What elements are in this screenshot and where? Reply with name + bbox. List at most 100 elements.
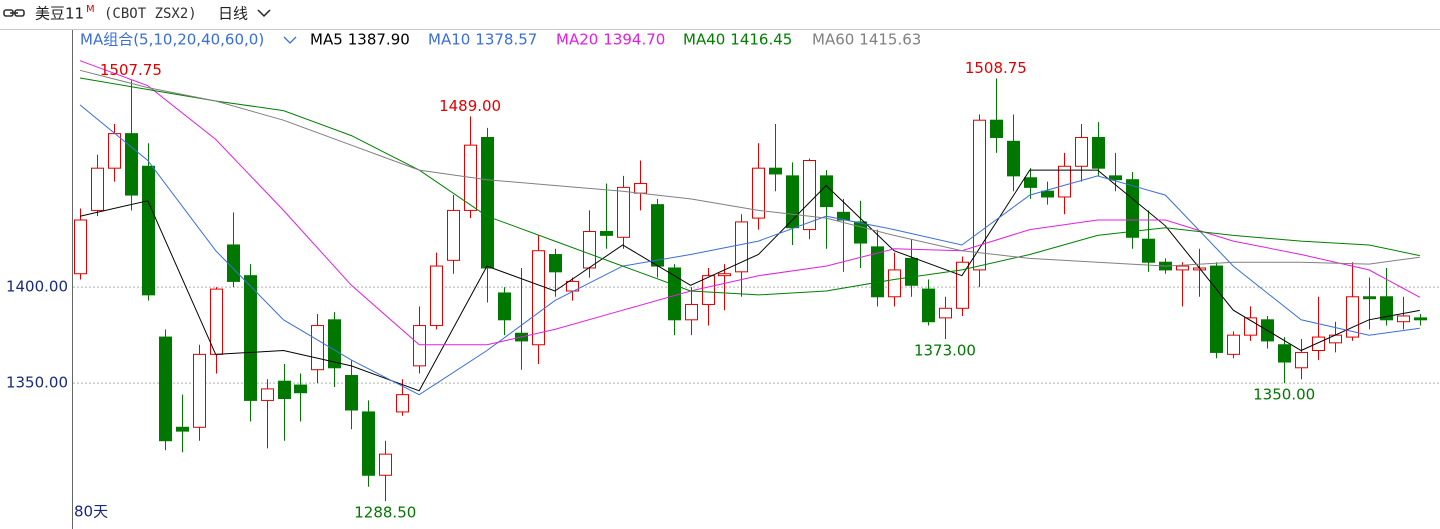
candle-body [1176,265,1189,271]
candle-body [634,183,647,194]
extreme-label: 1373.00 [914,341,976,359]
candle-body [583,231,596,269]
period-select[interactable]: 日线 [218,5,248,23]
link-icon[interactable] [3,9,25,17]
candle-body [1380,296,1393,321]
candle-body [532,250,545,346]
legend-value: 1415.63 [859,31,921,49]
legend-name: MA60 [812,31,854,49]
candle-body [176,426,189,432]
ma-line [79,169,1420,392]
ma-line [79,77,1420,296]
candle-body [990,119,1003,138]
instrument-name: 美豆11 [35,5,84,23]
candle-body [651,204,664,267]
instrument-code: (CBOT ZSX2) [104,6,197,22]
ma-line [79,104,1420,396]
legend-value: 1416.45 [730,31,792,49]
candle-body [854,221,867,244]
candle-body [1210,265,1223,353]
period-dropdown[interactable] [257,9,271,18]
candle-body [294,384,307,394]
candle-body [413,325,426,367]
candle-body [396,394,409,413]
candle-body [244,275,257,401]
candle-body [159,336,172,442]
candle-body [1346,296,1359,338]
candle-body [108,133,121,169]
candle-body [600,231,613,236]
y-tick-label: 1350.00 [6,374,68,392]
candle-body [1007,140,1020,177]
legend-name: MA5 [310,31,343,49]
candle-body [1414,317,1427,321]
extreme-label: 1288.50 [354,504,416,522]
candle-body [74,219,87,275]
extreme-label: 1508.75 [965,59,1027,77]
candle-body [871,246,884,298]
candle-body [752,167,765,219]
y-tick-label: 1400.00 [6,278,68,296]
candle-body [939,307,952,319]
instrument-super: M [86,4,95,15]
candle-body [956,261,969,309]
candle-body [566,280,579,292]
candle-body [227,244,240,282]
candle-body [1278,344,1291,363]
candle-body [1092,136,1105,169]
extreme-label: 1350.00 [1253,386,1315,404]
candle-body [820,175,833,208]
candle-body [379,453,392,476]
candle-body [1312,336,1325,352]
candle-body [345,374,358,411]
candle-body [193,353,206,428]
ma-dropdown[interactable] [283,36,297,44]
candle-body [447,209,460,261]
candle-body [803,160,816,231]
candle-body [769,167,782,175]
candle-body [1363,296,1376,300]
legend-name: MA40 [683,31,725,49]
candle-body [549,254,562,273]
candle-body [1041,190,1054,198]
legend-value: 1378.57 [475,31,537,49]
extreme-label: 1489.00 [439,97,501,115]
candle-body [1058,165,1071,198]
candle-body [905,257,918,286]
candle-body [1295,351,1308,369]
candle-body [735,221,748,273]
candle-body [328,319,341,369]
candle-body [1142,238,1155,263]
legend-name: MA20 [556,31,598,49]
candle-body [888,269,901,298]
ma-group[interactable]: MA组合(5,10,20,40,60,0) [80,31,264,49]
legend-name: MA10 [428,31,470,49]
candle-body [1397,315,1410,323]
candle-body [718,273,731,277]
candle-body [91,167,104,211]
candle-body [261,388,274,401]
candle-body [311,325,324,371]
candle-body [481,136,494,269]
ma-line [79,69,1420,267]
candle-body [1075,136,1088,167]
candle-body [362,411,375,476]
candle-body [210,288,223,355]
candle-body [1109,175,1122,181]
candle-body [278,380,291,399]
candle-body [142,165,155,296]
candle-body [125,133,138,196]
candle-body [685,303,698,321]
candle-body [1227,334,1240,355]
legend-value: 1394.70 [603,31,665,49]
ma-line [79,60,1421,346]
candle-body [430,265,443,327]
candle-body [1126,179,1139,238]
legend-value: 1387.90 [348,31,410,49]
candle-body [702,275,715,305]
candle-body [922,288,935,323]
candle-body [973,119,986,271]
period-count: 80天 [74,503,108,521]
